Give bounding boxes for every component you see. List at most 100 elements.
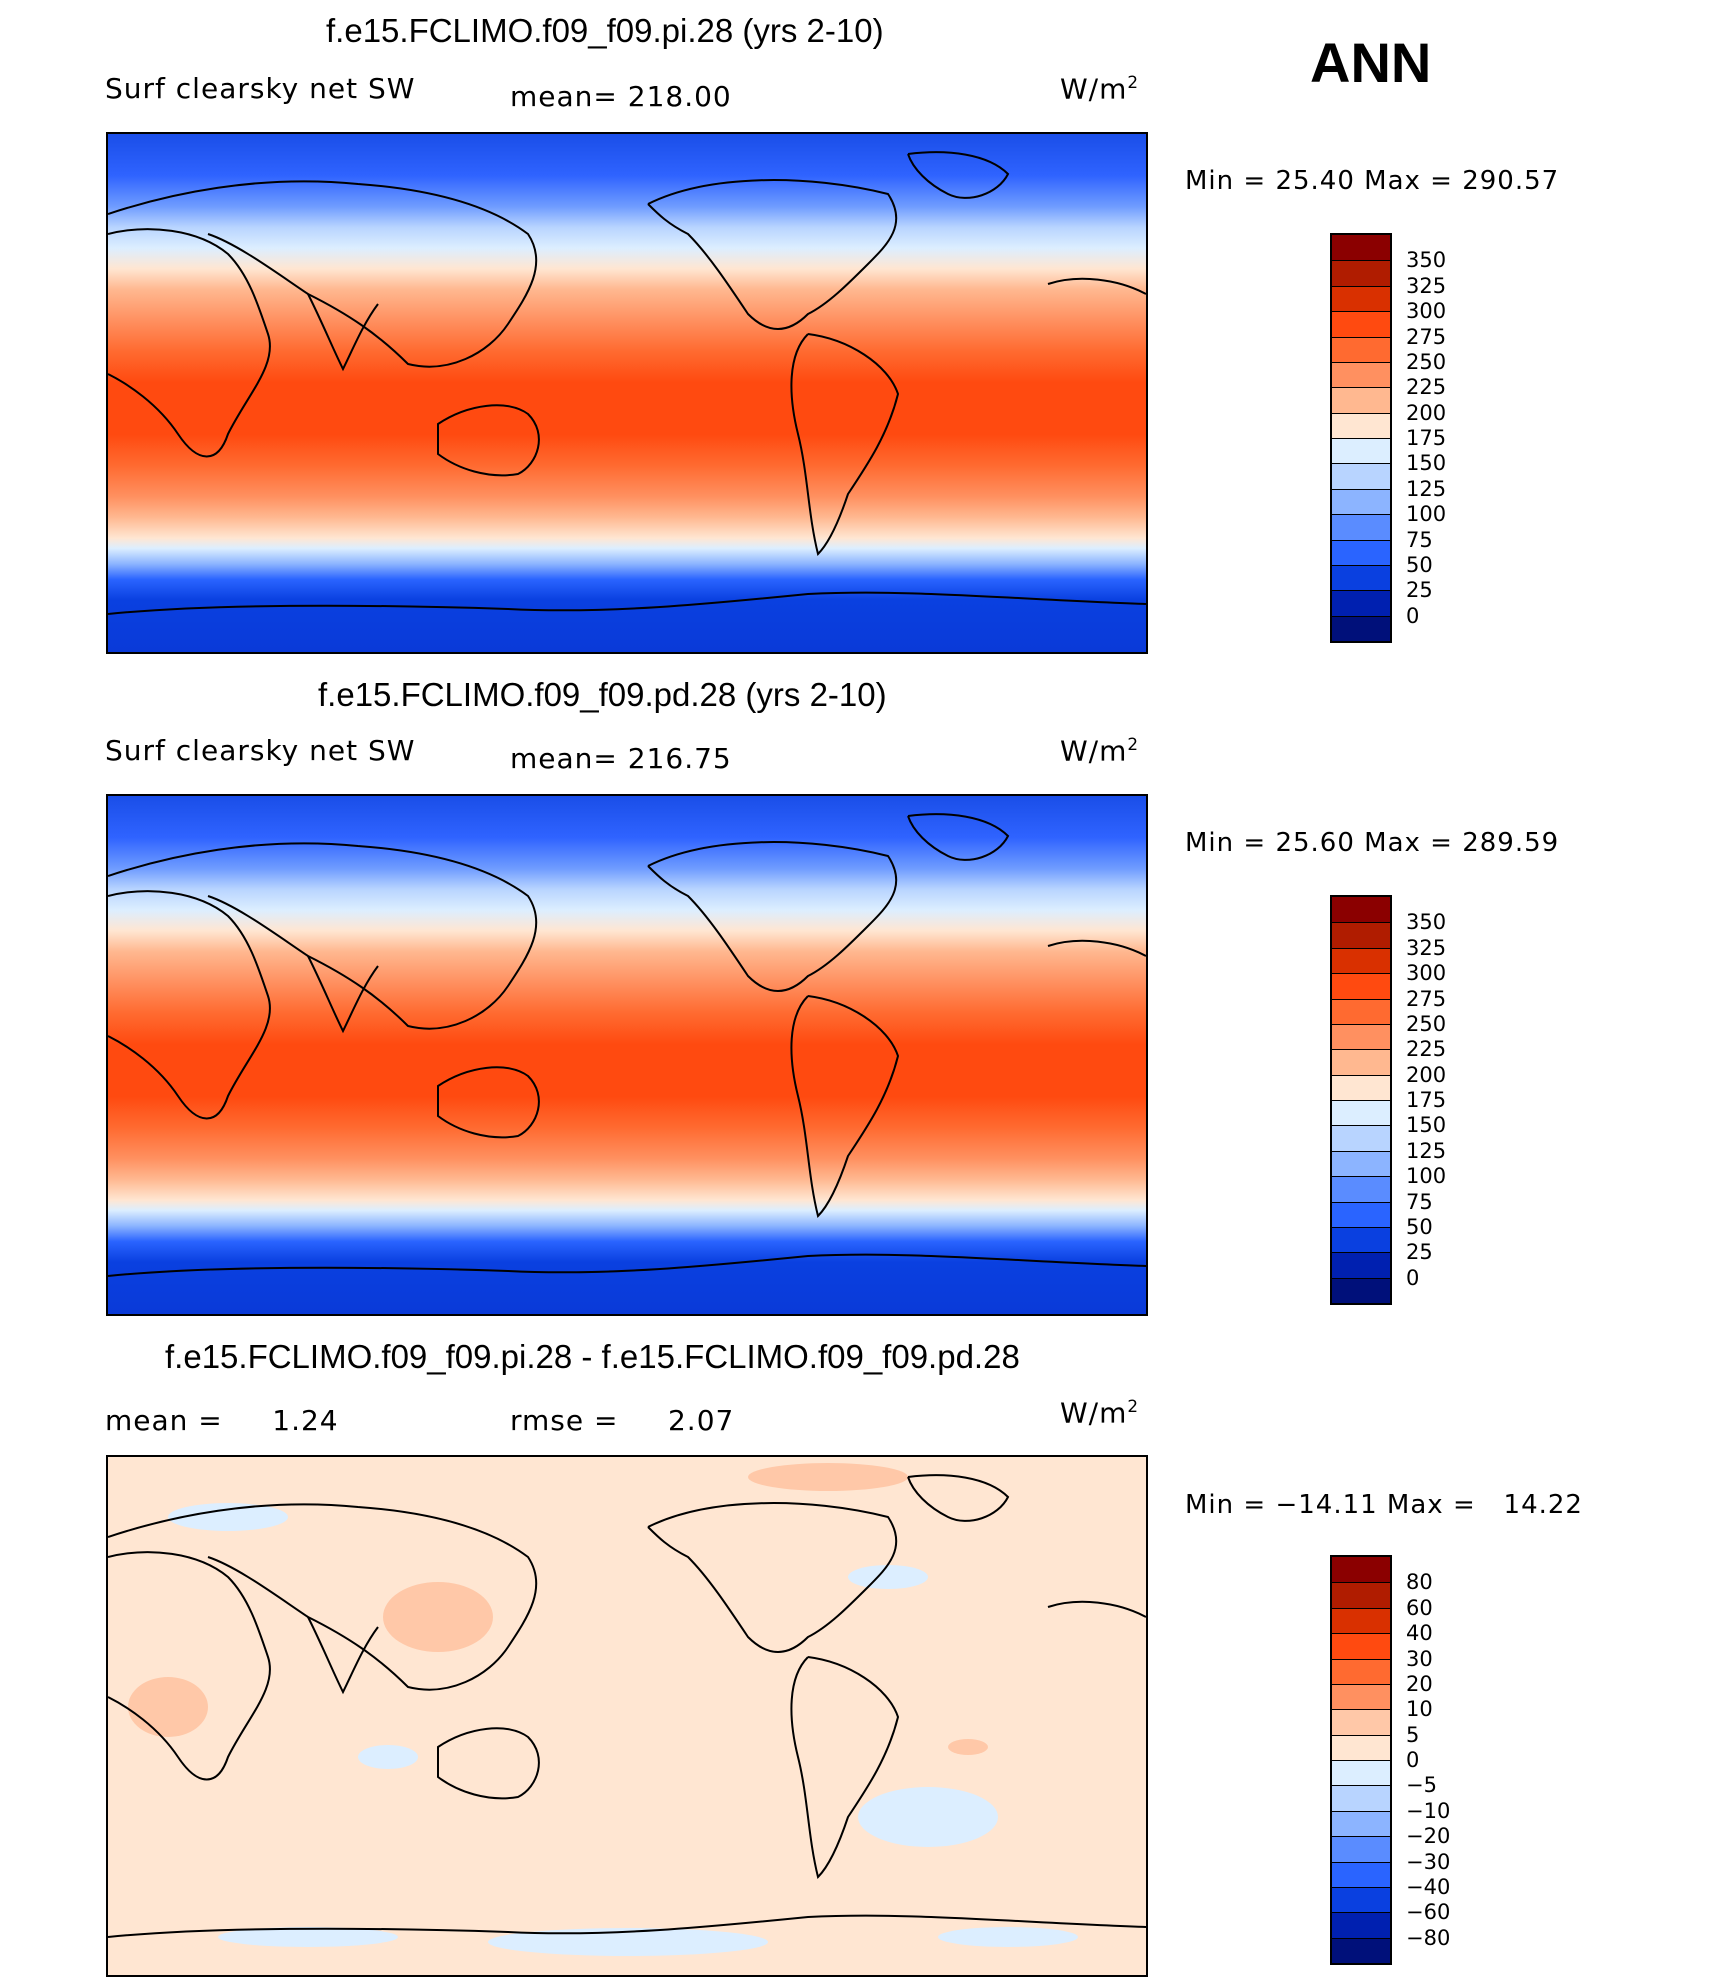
colorbar-segment: [1332, 1683, 1390, 1710]
colorbar-segment: [1332, 1176, 1390, 1202]
colorbar-segment: [1332, 1150, 1390, 1177]
colorbar-tick-label: 25: [1406, 1240, 1433, 1265]
colorbar-segment: [1332, 336, 1390, 362]
panel-2-colorbar: [1330, 895, 1392, 1305]
colorbar-segment: [1332, 1861, 1390, 1887]
colorbar-segment: [1332, 1607, 1390, 1634]
colorbar-segment: [1332, 615, 1390, 641]
colorbar-segment: [1332, 438, 1390, 464]
colorbar-tick-label: 250: [1406, 1011, 1447, 1036]
panel-1-variable-label: Surf clearsky net SW: [105, 72, 416, 105]
colorbar-segment: [1332, 260, 1390, 286]
colorbar-tick-label: 30: [1406, 1646, 1433, 1671]
colorbar-tick-label: 10: [1406, 1697, 1433, 1722]
panel-3-units: W/m2: [1060, 1396, 1140, 1430]
colorbar-tick-label: 125: [1406, 1138, 1447, 1163]
colorbar-tick-label: 200: [1406, 1062, 1447, 1087]
panel-3-mean-label: mean = 1.24: [105, 1404, 339, 1437]
panel-1-colorbar: [1330, 233, 1392, 643]
colorbar-segment: [1332, 539, 1390, 565]
panel-1-min-max: Min = 25.40 Max = 290.57: [1185, 166, 1560, 196]
colorbar-tick-label: 60: [1406, 1595, 1433, 1620]
colorbar-tick-label: −10: [1406, 1798, 1451, 1823]
colorbar-tick-label: 300: [1406, 961, 1447, 986]
colorbar-tick-label: −20: [1406, 1824, 1451, 1849]
colorbar-segment: [1332, 1023, 1390, 1050]
colorbar-tick-label: 75: [1406, 527, 1433, 552]
colorbar-segment: [1332, 1886, 1390, 1913]
colorbar-tick-label: 325: [1406, 273, 1447, 298]
colorbar-segment: [1332, 1125, 1390, 1151]
colorbar-segment: [1332, 1785, 1390, 1811]
colorbar-tick-label: 100: [1406, 502, 1447, 527]
colorbar-segment: [1332, 463, 1390, 489]
colorbar-tick-label: 175: [1406, 1088, 1447, 1112]
colorbar-tick-label: −5: [1406, 1773, 1437, 1798]
colorbar-tick-label: 5: [1406, 1722, 1420, 1747]
season-label: ANN: [1310, 31, 1432, 94]
colorbar-segment: [1332, 947, 1390, 974]
colorbar-segment: [1332, 514, 1390, 540]
colorbar-tick-label: 80: [1406, 1570, 1433, 1595]
colorbar-segment: [1332, 897, 1390, 923]
colorbar-tick-label: −30: [1406, 1849, 1451, 1874]
colorbar-segment: [1332, 1226, 1390, 1253]
colorbar-segment: [1332, 1201, 1390, 1227]
colorbar-segment: [1332, 1810, 1390, 1837]
colorbar-segment: [1332, 1100, 1390, 1126]
colorbar-segment: [1332, 1557, 1390, 1583]
colorbar-tick-label: 250: [1406, 349, 1447, 374]
colorbar-segment: [1332, 1658, 1390, 1684]
colorbar-tick-label: 225: [1406, 1037, 1447, 1062]
colorbar-segment: [1332, 311, 1390, 337]
colorbar-segment: [1332, 1836, 1390, 1862]
colorbar-tick-label: 275: [1406, 324, 1447, 349]
panel-2-title: f.e15.FCLIMO.f09_f09.pd.28 (yrs 2-10): [318, 676, 887, 713]
colorbar-segment: [1332, 235, 1390, 261]
colorbar-tick-label: −40: [1406, 1874, 1451, 1899]
colorbar-tick-label: 50: [1406, 1214, 1433, 1239]
colorbar-tick-label: 175: [1406, 426, 1447, 450]
panel-2-units: W/m2: [1060, 734, 1140, 768]
panel-3-map-field: [108, 1457, 1146, 1975]
panel-3-colorbar: [1330, 1555, 1392, 1965]
colorbar-segment: [1332, 1582, 1390, 1608]
panel-2-map: [106, 794, 1148, 1316]
colorbar-tick-label: 350: [1406, 910, 1447, 935]
colorbar-tick-label: 25: [1406, 578, 1433, 603]
colorbar-segment: [1332, 922, 1390, 948]
colorbar-tick-label: 0: [1406, 603, 1420, 628]
colorbar-tick-label: 300: [1406, 299, 1447, 324]
colorbar-segment: [1332, 1734, 1390, 1760]
colorbar-segment: [1332, 361, 1390, 388]
colorbar-segment: [1332, 1277, 1390, 1303]
colorbar-segment: [1332, 1709, 1390, 1735]
colorbar-segment: [1332, 1633, 1390, 1659]
panel-2-mean-label: mean= 216.75: [510, 742, 732, 775]
panel-2-min-max: Min = 25.60 Max = 289.59: [1185, 828, 1560, 858]
colorbar-tick-label: 225: [1406, 375, 1447, 400]
colorbar-tick-label: 0: [1406, 1748, 1420, 1772]
panel-3-title: f.e15.FCLIMO.f09_f09.pi.28 - f.e15.FCLIM…: [165, 1338, 1020, 1375]
colorbar-segment: [1332, 1252, 1390, 1278]
colorbar-tick-label: 125: [1406, 476, 1447, 501]
panel-3-map: [106, 1455, 1148, 1977]
panel-2-variable-label: Surf clearsky net SW: [105, 734, 416, 767]
colorbar-segment: [1332, 998, 1390, 1024]
panel-3-min-max: Min = −14.11 Max = 14.22: [1185, 1490, 1583, 1520]
colorbar-tick-label: 275: [1406, 986, 1447, 1011]
panel-2-map-field: [108, 796, 1146, 1314]
colorbar-tick-label: 75: [1406, 1189, 1433, 1214]
colorbar-segment: [1332, 387, 1390, 413]
colorbar-segment: [1332, 1937, 1390, 1963]
colorbar-segment: [1332, 1760, 1390, 1786]
panel-1-map: [106, 132, 1148, 654]
colorbar-segment: [1332, 1074, 1390, 1100]
colorbar-tick-label: 350: [1406, 248, 1447, 273]
panel-1-map-field: [108, 134, 1146, 652]
panel-1-mean-label: mean= 218.00: [510, 80, 732, 113]
colorbar-segment: [1332, 564, 1390, 591]
colorbar-tick-label: −60: [1406, 1900, 1451, 1925]
panel-3-rmse-label: rmse = 2.07: [510, 1404, 735, 1437]
colorbar-segment: [1332, 488, 1390, 515]
